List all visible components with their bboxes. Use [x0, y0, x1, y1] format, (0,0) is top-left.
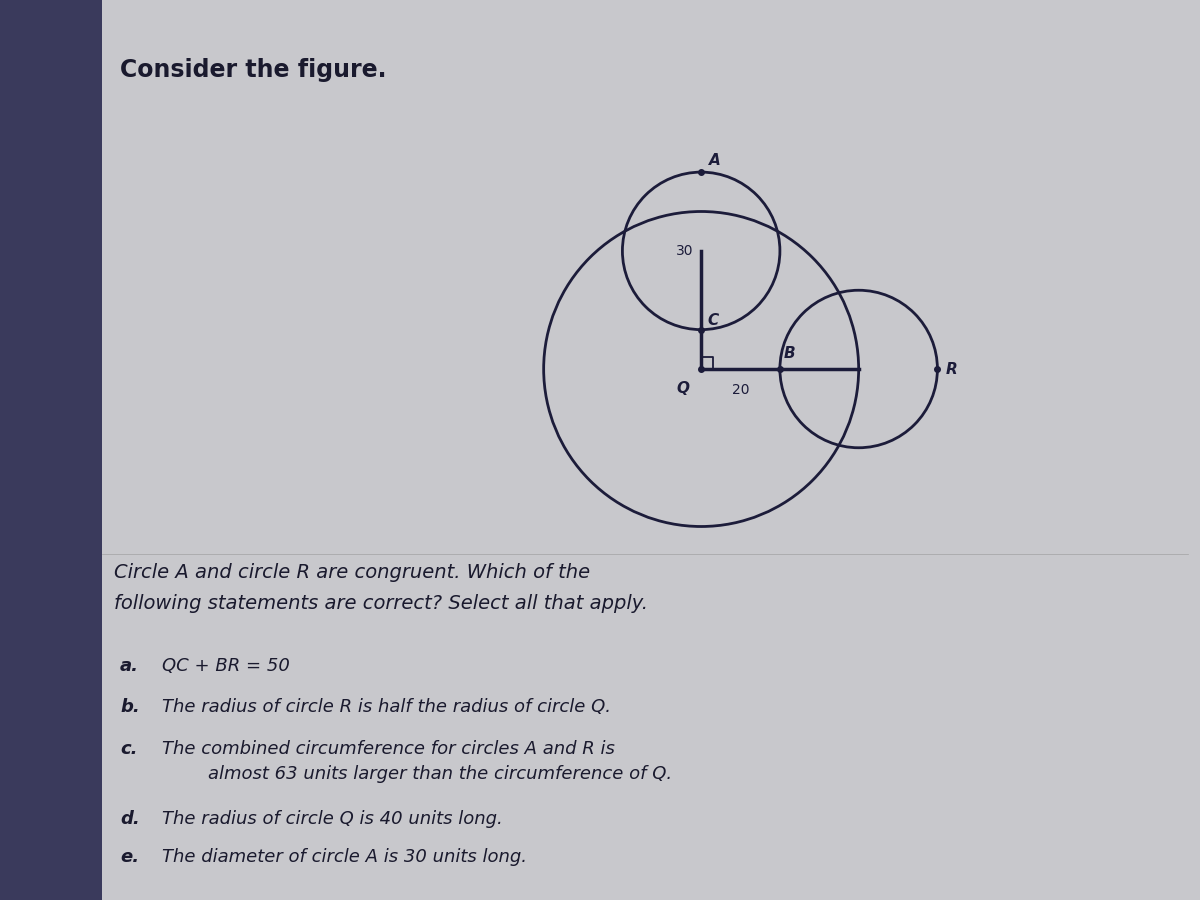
Text: QC + BR = 50: QC + BR = 50 [162, 657, 290, 675]
Text: A: A [709, 153, 721, 168]
Text: Q: Q [677, 381, 689, 396]
Text: following statements are correct? Select all that apply.: following statements are correct? Select… [114, 594, 648, 613]
Text: The radius of circle R is half the radius of circle Q.: The radius of circle R is half the radiu… [162, 698, 611, 716]
Text: The combined circumference for circles A and R is
        almost 63 units larger: The combined circumference for circles A… [162, 740, 672, 783]
Text: Consider the figure.: Consider the figure. [120, 58, 386, 83]
Text: c.: c. [120, 740, 138, 758]
Text: b.: b. [120, 698, 139, 716]
Text: 20: 20 [732, 382, 749, 397]
Text: e.: e. [120, 848, 139, 866]
Text: C: C [707, 312, 719, 328]
Text: The diameter of circle A is 30 units long.: The diameter of circle A is 30 units lon… [162, 848, 527, 866]
Text: 30: 30 [676, 244, 694, 258]
Bar [0, 0, 102, 900]
Text: The radius of circle Q is 40 units long.: The radius of circle Q is 40 units long. [162, 810, 503, 828]
Text: Circle A and circle R are congruent. Which of the: Circle A and circle R are congruent. Whi… [114, 562, 590, 581]
Text: R: R [946, 362, 958, 376]
Text: B: B [784, 346, 796, 361]
Text: d.: d. [120, 810, 139, 828]
Text: a.: a. [120, 657, 139, 675]
